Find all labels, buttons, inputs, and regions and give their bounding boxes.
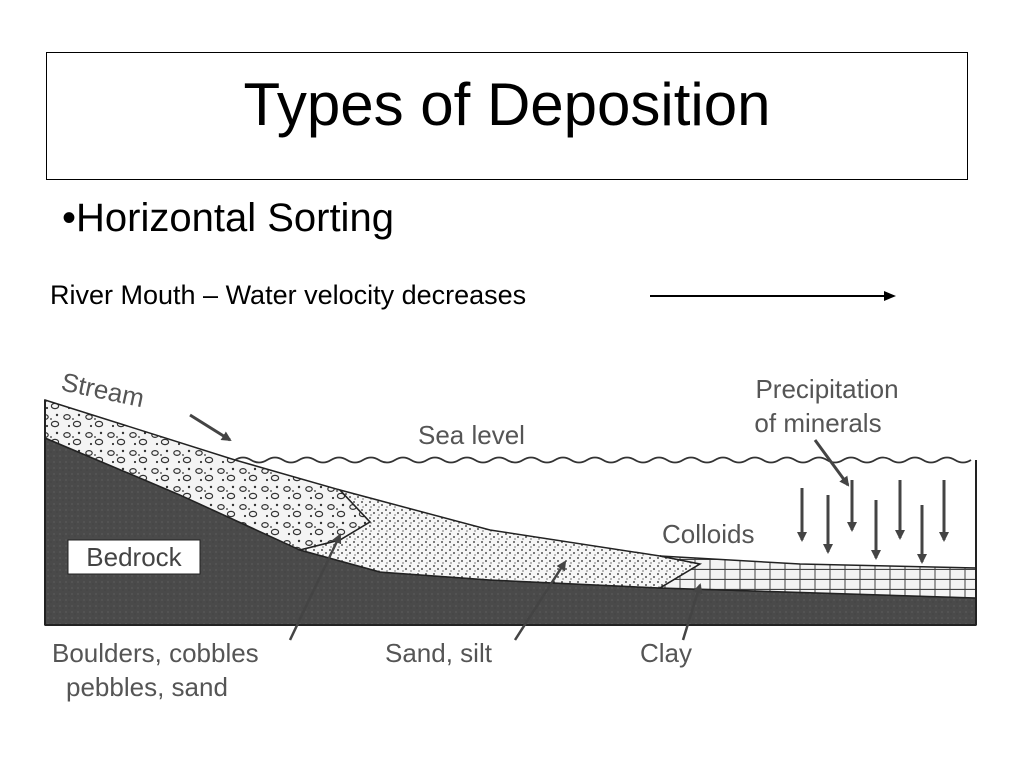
precipitation-label-line2: of minerals xyxy=(754,408,881,438)
boulders-label-line1: Boulders, cobbles xyxy=(52,638,259,668)
sand-silt-zone xyxy=(297,488,703,589)
title-box: Types of Deposition xyxy=(46,52,968,180)
stream-arrow xyxy=(189,413,232,442)
water-body xyxy=(235,460,976,568)
sea-level-line xyxy=(234,456,972,464)
sand-pointer xyxy=(513,560,567,641)
deposition-diagram: Bedrock Stream Sea level Precipitation o… xyxy=(44,367,977,702)
boulders-label-line2: pebbles, sand xyxy=(66,672,228,702)
clay-label: Clay xyxy=(640,638,692,668)
clay-pointer xyxy=(681,583,703,641)
precipitation-arrows xyxy=(797,439,949,564)
stream-label: Stream xyxy=(59,367,147,414)
bedrock-label-box xyxy=(67,539,201,575)
bullet-horizontal-sorting: •Horizontal Sorting xyxy=(62,196,394,240)
colloids-label: Colloids xyxy=(662,519,755,549)
sea-level-label: Sea level xyxy=(418,420,525,450)
subtitle-river-mouth: River Mouth – Water velocity decreases xyxy=(50,280,527,310)
bedrock-label: Bedrock xyxy=(86,542,182,572)
precipitation-label-line1: Precipitation xyxy=(755,374,898,404)
boulders-pointer xyxy=(288,533,342,641)
velocity-arrow xyxy=(650,291,896,301)
page-title: Types of Deposition xyxy=(243,71,771,138)
sand-silt-label: Sand, silt xyxy=(385,638,493,668)
